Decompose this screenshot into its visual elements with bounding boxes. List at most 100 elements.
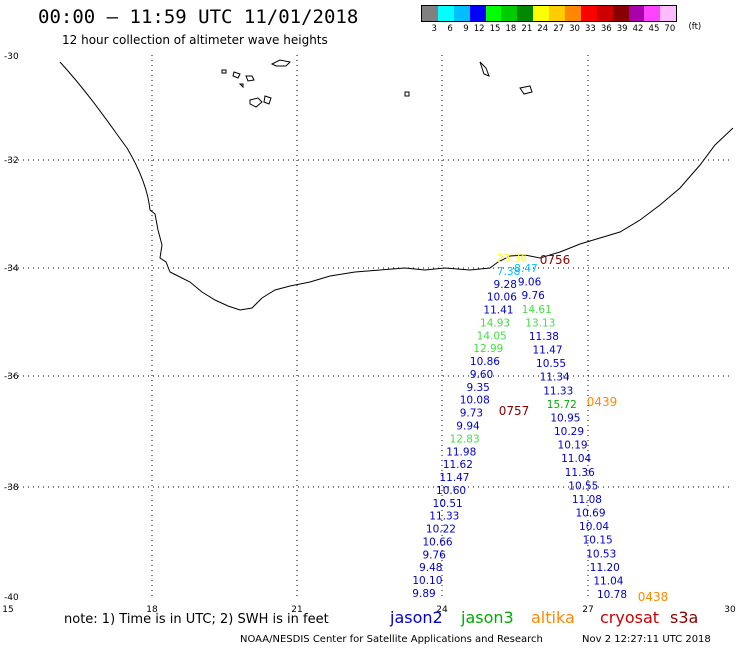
- swh-value-left: 11.47: [439, 472, 469, 484]
- swh-value-left: 10.60: [436, 485, 466, 497]
- swh-value-left: 9.94: [456, 421, 480, 433]
- pass-time-label: 0439: [587, 395, 618, 409]
- legend-swatch: [644, 6, 661, 21]
- legend-swatch: [596, 6, 613, 21]
- swh-value-right: 11.20: [590, 562, 620, 574]
- swh-value-right: 10.04: [579, 521, 609, 533]
- map-subtitle: 12 hour collection of altimeter wave hei…: [62, 33, 328, 47]
- legend-tick: 39: [616, 24, 628, 34]
- satellite-name: cryosat: [600, 608, 660, 627]
- swh-value-left: 10.06: [487, 292, 517, 304]
- legend-ticks: 3 6 9 12 15 18 21 24 27 30 33 36 39 42 45 70: [421, 24, 677, 34]
- swh-value-left: 9.89: [412, 588, 435, 600]
- legend-swatch: [422, 6, 438, 21]
- satellite-name: s3a: [670, 608, 699, 627]
- swh-value-left: 10.08: [460, 395, 490, 407]
- swh-value-left: 10.22: [426, 524, 456, 536]
- legend-swatch: [628, 6, 645, 21]
- legend-swatch: [565, 6, 581, 21]
- swh-value-left: 9.28: [494, 279, 517, 291]
- legend-swatch: [501, 6, 518, 21]
- swh-value-right: 13.13: [525, 317, 555, 329]
- legend-tick: 36: [600, 24, 612, 34]
- swh-value-right: 11.34: [540, 372, 570, 384]
- legend-tick: 18: [505, 24, 517, 34]
- legend-swatch: [660, 6, 677, 21]
- legend-tick: 70: [664, 24, 676, 34]
- swh-value-left: 11.98: [446, 446, 476, 458]
- legend-swatch: [549, 6, 566, 21]
- lat-tick-label: -34: [4, 264, 19, 274]
- swh-value-right: 11.38: [529, 331, 559, 343]
- swh-value-right: 11.04: [593, 575, 623, 587]
- swh-value-right: 10.95: [550, 412, 580, 424]
- swh-value-right: 10.55: [536, 358, 566, 370]
- swh-value-right: 11.36: [565, 467, 595, 479]
- legend-tick: 42: [632, 24, 644, 34]
- satellite-name: altika: [531, 608, 575, 627]
- color-legend: 3 6 9 12 15 18 21 24 27 30 33 36 39 42 45 70 (ft): [421, 5, 701, 34]
- swh-value-right: 11.08: [572, 494, 602, 506]
- swh-value-left: 10.86: [470, 356, 500, 368]
- swh-value-right: 10.55: [568, 480, 598, 492]
- swh-value-left: 10.51: [433, 498, 463, 510]
- swh-value-right: 10.29: [554, 426, 584, 438]
- legend-tick: 12: [473, 24, 485, 34]
- swh-value-right: 10.53: [586, 548, 616, 560]
- legend-swatch: [612, 6, 629, 21]
- lon-tick-label: 15: [2, 605, 13, 615]
- legend-tick: 3: [431, 24, 437, 34]
- lat-tick-label: -36: [4, 372, 19, 382]
- pass-time-label: 0757: [499, 404, 530, 418]
- legend-tick: 21: [521, 24, 533, 34]
- swh-value-right: 14.61: [522, 304, 552, 316]
- legend-swatches: [421, 5, 678, 22]
- swh-value-left: 23.36: [497, 253, 527, 265]
- swh-value-right: 10.15: [583, 535, 613, 547]
- lat-tick-label: -38: [4, 483, 19, 493]
- islands: [221, 59, 533, 108]
- legend-swatch: [580, 6, 597, 21]
- swh-value-right: 9.06: [518, 277, 542, 289]
- swh-value-left: 9.73: [460, 408, 483, 420]
- lat-tick-label: -32: [4, 156, 19, 166]
- swh-value-left: 9.35: [466, 382, 489, 394]
- legend-swatch: [485, 6, 502, 21]
- pass-time-label: 0438: [638, 590, 669, 604]
- swh-value-left: 10.66: [423, 536, 453, 548]
- swh-value-right: 10.19: [558, 440, 588, 452]
- swh-value-left: 11.41: [483, 305, 513, 317]
- swh-value-left: 9.48: [419, 562, 442, 574]
- lon-tick-label: 18: [146, 605, 158, 615]
- coastline: [59, 61, 734, 311]
- legend-tick: 30: [569, 24, 580, 34]
- legend-tick: 24: [537, 24, 549, 34]
- lat-tick-label: -30: [4, 52, 19, 62]
- swh-value-left: 9.76: [422, 549, 446, 561]
- swh-value-left: 11.33: [429, 511, 459, 523]
- map-title: 00:00 – 11:59 UTC 11/01/2018: [38, 6, 359, 28]
- swh-value-left: 7.38: [497, 266, 520, 278]
- swh-value-left: 12.99: [473, 343, 503, 355]
- credit-text: NOAA/NESDIS Center for Satellite Applica…: [240, 634, 543, 645]
- legend-swatch: [469, 6, 486, 21]
- swh-value-left: 14.05: [477, 330, 507, 342]
- lat-tick-label: -40: [4, 593, 19, 603]
- legend-tick: 33: [584, 24, 596, 34]
- legend-tick: 27: [553, 24, 565, 34]
- swh-value-left: 9.60: [470, 369, 493, 381]
- lon-tick-label: 21: [291, 605, 302, 615]
- swh-value-right: 11.33: [543, 385, 573, 397]
- swh-value-right: 11.04: [561, 453, 591, 465]
- legend-swatch: [437, 6, 454, 21]
- legend-tick: 9: [463, 24, 469, 34]
- legend-swatch: [533, 6, 550, 21]
- swh-value-right: 10.78: [597, 589, 627, 601]
- swh-value-right: 8.47: [514, 263, 537, 275]
- legend-tick: 45: [648, 24, 660, 34]
- swh-value-right: 15.72: [547, 399, 577, 411]
- lon-tick-label: 30: [724, 605, 736, 615]
- swh-value-left: 14.93: [480, 317, 510, 329]
